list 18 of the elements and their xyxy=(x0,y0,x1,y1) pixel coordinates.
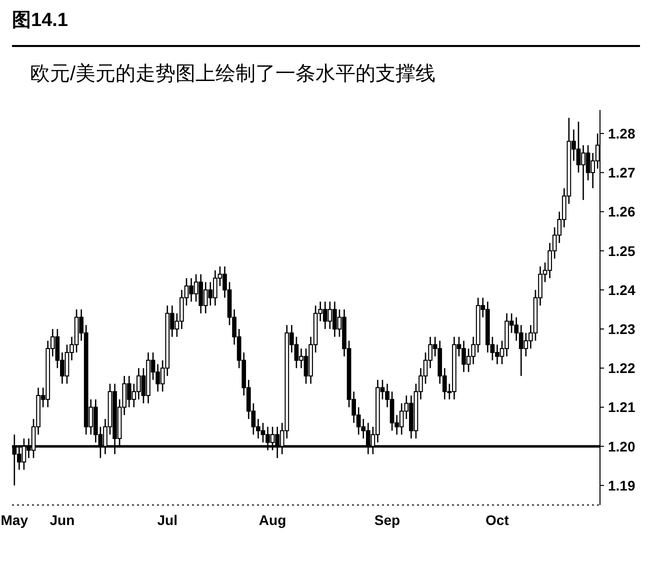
x-tick-label: Sep xyxy=(374,512,400,528)
y-tick-label: 1.26 xyxy=(608,204,636,220)
subtitle: 欧元/美元的走势图上绘制了一条水平的支撑线 xyxy=(30,63,436,85)
x-tick-label: Jun xyxy=(50,512,75,528)
y-tick-label: 1.20 xyxy=(608,438,636,454)
title: 图14.1 xyxy=(12,10,68,31)
y-tick-label: 1.19 xyxy=(608,477,636,494)
y-tick-label: 1.22 xyxy=(608,360,636,376)
x-tick-label: May xyxy=(0,512,28,528)
x-tick-label: Oct xyxy=(486,512,510,528)
y-tick-label: 1.23 xyxy=(608,321,636,338)
y-tick-label: 1.24 xyxy=(608,282,636,298)
y-tick-label: 1.27 xyxy=(608,164,636,181)
y-tick-label: 1.21 xyxy=(608,399,636,416)
y-tick-label: 1.25 xyxy=(608,242,636,259)
y-tick-label: 1.28 xyxy=(608,125,636,142)
x-tick-label: Aug xyxy=(258,512,286,528)
x-tick-label: Jul xyxy=(157,512,178,528)
